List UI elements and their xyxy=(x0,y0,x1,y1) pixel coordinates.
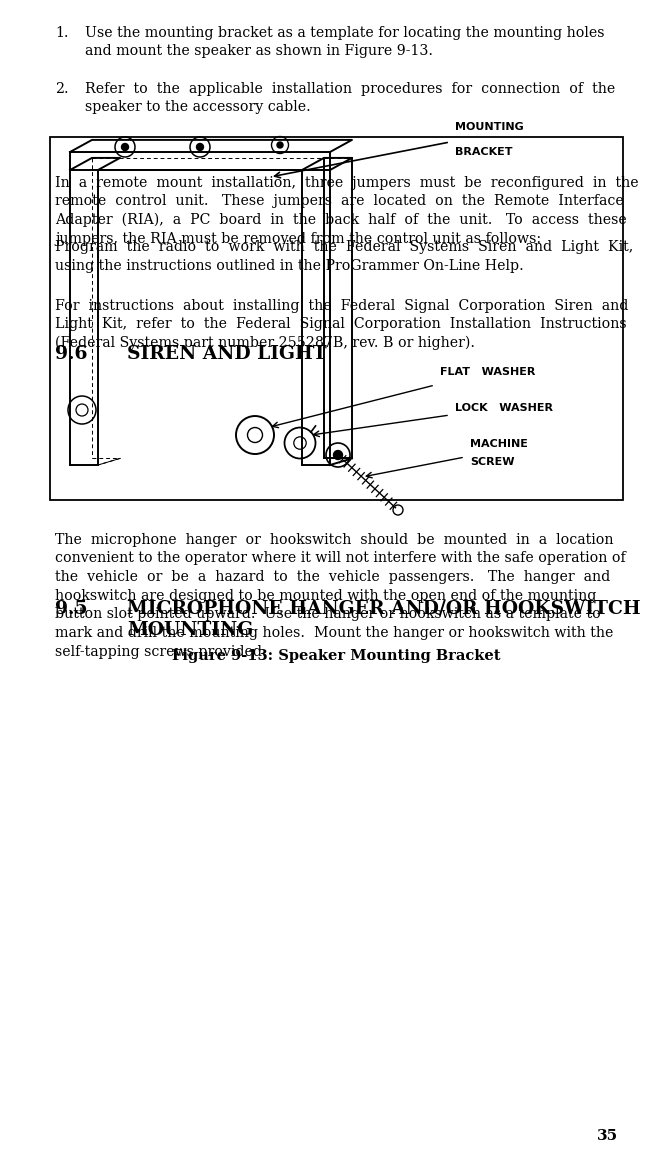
Text: BRACKET: BRACKET xyxy=(455,148,513,157)
Text: SCREW: SCREW xyxy=(470,457,515,467)
Text: Figure 9-13: Speaker Mounting Bracket: Figure 9-13: Speaker Mounting Bracket xyxy=(172,649,501,663)
Text: MACHINE: MACHINE xyxy=(470,439,528,448)
Bar xyxy=(50,137,623,500)
Circle shape xyxy=(333,451,342,459)
Text: Use the mounting bracket as a template for locating the mounting holes
and mount: Use the mounting bracket as a template f… xyxy=(85,26,605,57)
Text: MICROPHONE HANGER AND/OR HOOKSWITCH
MOUNTING: MICROPHONE HANGER AND/OR HOOKSWITCH MOUN… xyxy=(127,600,641,639)
Text: 9.5: 9.5 xyxy=(55,600,87,617)
Text: In  a  remote  mount  installation,  three  jumpers  must  be  reconfigured  in : In a remote mount installation, three ju… xyxy=(55,176,639,246)
Circle shape xyxy=(121,144,129,151)
Text: Program  the  radio  to  work  with  the  Federal  Systems  Siren  and  Light  K: Program the radio to work with the Feder… xyxy=(55,240,633,273)
Text: MOUNTING: MOUNTING xyxy=(455,122,524,132)
Text: SIREN AND LIGHT: SIREN AND LIGHT xyxy=(127,345,327,363)
Text: 35: 35 xyxy=(597,1129,618,1143)
Text: 1.: 1. xyxy=(55,26,68,40)
Text: Refer  to  the  applicable  installation  procedures  for  connection  of  the
s: Refer to the applicable installation pro… xyxy=(85,82,615,114)
Text: LOCK   WASHER: LOCK WASHER xyxy=(455,403,553,413)
Text: 2.: 2. xyxy=(55,82,68,96)
Text: 9.6: 9.6 xyxy=(55,345,87,363)
Text: FLAT   WASHER: FLAT WASHER xyxy=(440,367,535,377)
Text: For  instructions  about  installing  the  Federal  Signal  Corporation  Siren  : For instructions about installing the Fe… xyxy=(55,299,628,350)
Circle shape xyxy=(197,144,203,151)
Circle shape xyxy=(277,142,283,148)
Text: The  microphone  hanger  or  hookswitch  should  be  mounted  in  a  location
co: The microphone hanger or hookswitch shou… xyxy=(55,533,626,658)
